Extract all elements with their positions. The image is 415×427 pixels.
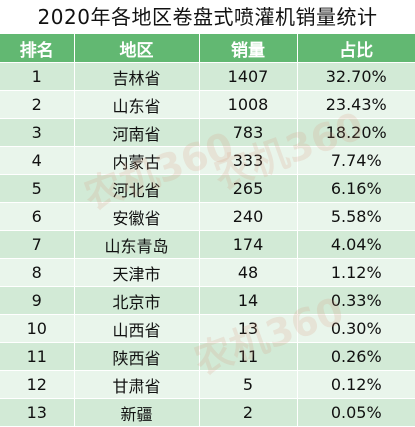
region-cell: 安徽省 [74, 202, 200, 231]
sales-cell: 1008 [199, 90, 298, 119]
share-cell: 0.05% [297, 398, 415, 427]
table-row: 10 山西省 13 0.30% [0, 314, 415, 343]
region-cell: 河南省 [74, 118, 200, 147]
rank-cell: 8 [0, 258, 75, 287]
share-cell: 0.30% [297, 314, 415, 343]
region-cell: 新疆 [74, 398, 200, 427]
table-row: 3 河南省 783 18.20% [0, 118, 415, 147]
rank-cell: 9 [0, 286, 75, 315]
header-region: 地区 [74, 34, 200, 63]
sales-cell: 1407 [199, 62, 298, 91]
share-cell: 6.16% [297, 174, 415, 203]
table-row: 9 北京市 14 0.33% [0, 286, 415, 315]
table-header-row: 排名 地区 销量 占比 [0, 34, 415, 63]
region-cell: 山东省 [74, 90, 200, 119]
table-row: 2 山东省 1008 23.43% [0, 90, 415, 119]
share-cell: 0.33% [297, 286, 415, 315]
header-share: 占比 [297, 34, 415, 63]
table-row: 1 吉林省 1407 32.70% [0, 62, 415, 91]
share-cell: 32.70% [297, 62, 415, 91]
rank-cell: 11 [0, 342, 75, 371]
region-cell: 陕西省 [74, 342, 200, 371]
table-row: 7 山东青岛 174 4.04% [0, 230, 415, 259]
region-cell: 山东青岛 [74, 230, 200, 259]
sales-cell: 240 [199, 202, 298, 231]
sales-cell: 48 [199, 258, 298, 287]
rank-cell: 5 [0, 174, 75, 203]
share-cell: 23.43% [297, 90, 415, 119]
sales-cell: 5 [199, 370, 298, 399]
region-cell: 内蒙古 [74, 146, 200, 175]
share-cell: 7.74% [297, 146, 415, 175]
rank-cell: 2 [0, 90, 75, 119]
table-row: 12 甘肃省 5 0.12% [0, 370, 415, 399]
share-cell: 1.12% [297, 258, 415, 287]
page-title: 2020年各地区卷盘式喷灌机销量统计 [0, 0, 415, 34]
rank-cell: 6 [0, 202, 75, 231]
table-row: 5 河北省 265 6.16% [0, 174, 415, 203]
rank-cell: 1 [0, 62, 75, 91]
rank-cell: 3 [0, 118, 75, 147]
share-cell: 4.04% [297, 230, 415, 259]
table-row: 6 安徽省 240 5.58% [0, 202, 415, 231]
sales-cell: 783 [199, 118, 298, 147]
region-cell: 甘肃省 [74, 370, 200, 399]
header-sales: 销量 [199, 34, 298, 63]
header-rank: 排名 [0, 34, 75, 63]
share-cell: 0.12% [297, 370, 415, 399]
sales-cell: 174 [199, 230, 298, 259]
sales-cell: 13 [199, 314, 298, 343]
rank-cell: 7 [0, 230, 75, 259]
share-cell: 18.20% [297, 118, 415, 147]
sales-cell: 11 [199, 342, 298, 371]
sales-cell: 265 [199, 174, 298, 203]
table-row: 11 陕西省 11 0.26% [0, 342, 415, 371]
region-cell: 北京市 [74, 286, 200, 315]
region-cell: 天津市 [74, 258, 200, 287]
region-cell: 河北省 [74, 174, 200, 203]
rank-cell: 12 [0, 370, 75, 399]
region-cell: 吉林省 [74, 62, 200, 91]
region-cell: 山西省 [74, 314, 200, 343]
rank-cell: 13 [0, 398, 75, 427]
sales-cell: 333 [199, 146, 298, 175]
share-cell: 5.58% [297, 202, 415, 231]
sales-cell: 2 [199, 398, 298, 427]
share-cell: 0.26% [297, 342, 415, 371]
rank-cell: 4 [0, 146, 75, 175]
rank-cell: 10 [0, 314, 75, 343]
table-row: 4 内蒙古 333 7.74% [0, 146, 415, 175]
table-row: 13 新疆 2 0.05% [0, 398, 415, 427]
sales-table: 排名 地区 销量 占比 1 吉林省 1407 32.70% 2 山东省 1008… [0, 34, 415, 427]
sales-cell: 14 [199, 286, 298, 315]
table-row: 8 天津市 48 1.12% [0, 258, 415, 287]
